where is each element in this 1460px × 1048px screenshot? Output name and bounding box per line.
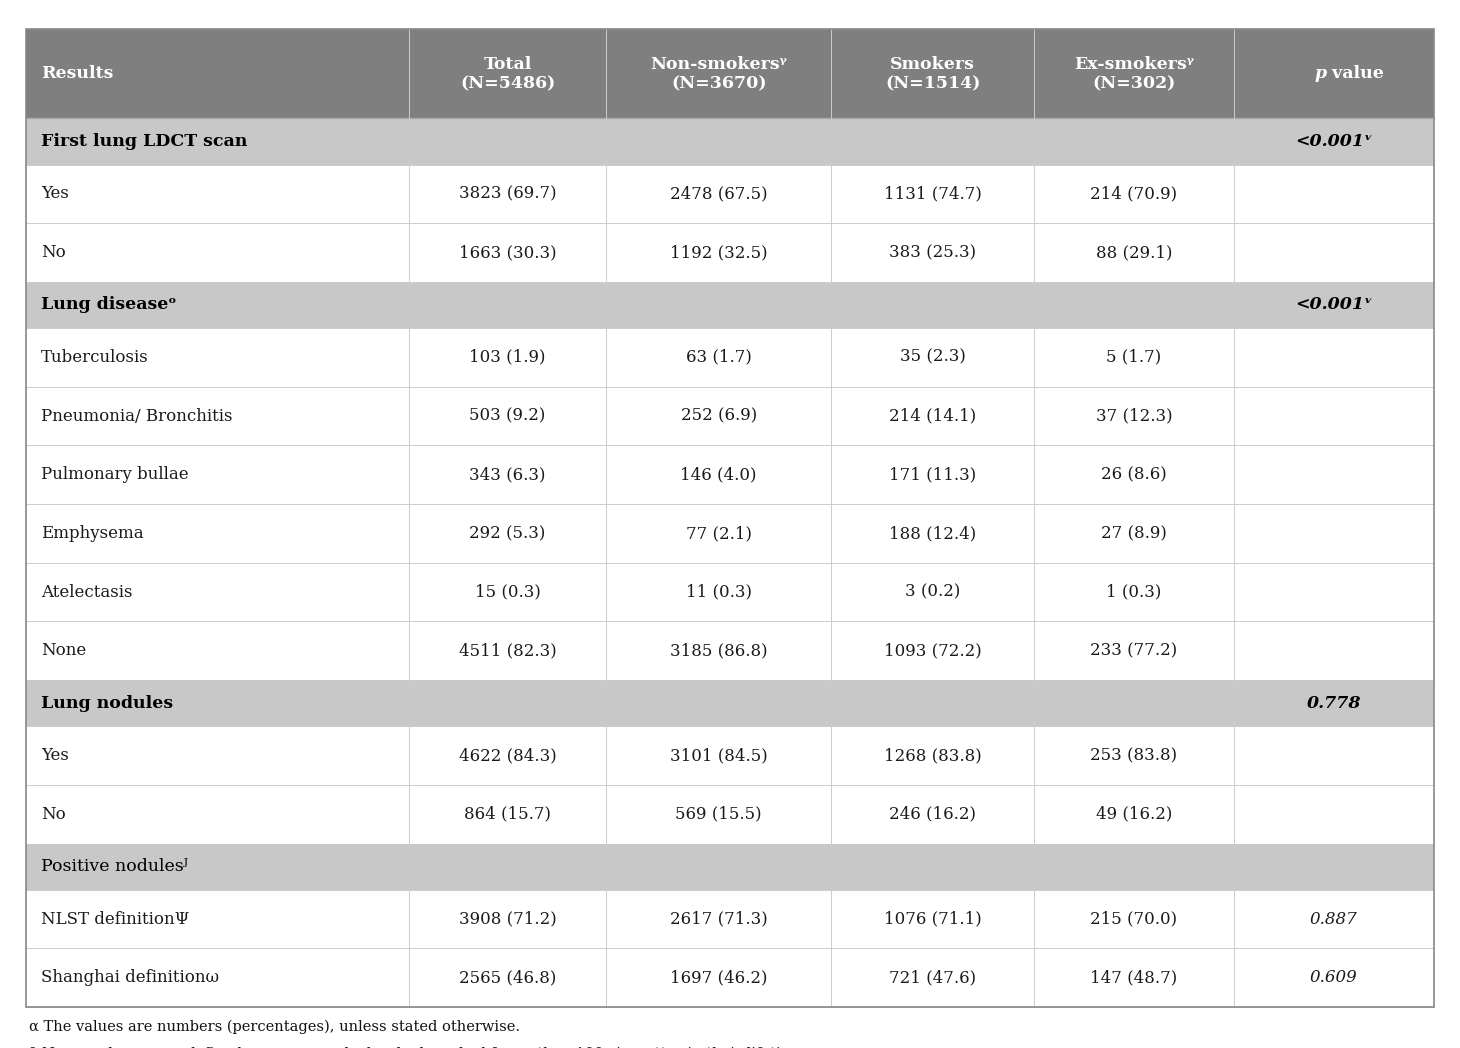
- Text: Yes: Yes: [41, 747, 69, 764]
- Text: 246 (16.2): 246 (16.2): [889, 806, 977, 823]
- Text: 1192 (32.5): 1192 (32.5): [670, 244, 768, 261]
- Text: 1 (0.3): 1 (0.3): [1107, 584, 1162, 601]
- Text: 77 (2.1): 77 (2.1): [686, 525, 752, 542]
- Text: Ex-smokersᵞ
(N=302): Ex-smokersᵞ (N=302): [1075, 56, 1194, 92]
- Text: 292 (5.3): 292 (5.3): [470, 525, 546, 542]
- Text: 35 (2.3): 35 (2.3): [899, 349, 965, 366]
- Text: Pulmonary bullae: Pulmonary bullae: [41, 466, 188, 483]
- Text: 0.609: 0.609: [1310, 969, 1358, 986]
- Bar: [26, 223, 1434, 282]
- Bar: [26, 563, 1434, 621]
- Text: 2478 (67.5): 2478 (67.5): [670, 185, 768, 202]
- Bar: [26, 680, 1434, 726]
- Text: 214 (14.1): 214 (14.1): [889, 408, 977, 424]
- Bar: [26, 387, 1434, 445]
- Text: 383 (25.3): 383 (25.3): [889, 244, 977, 261]
- Text: 3101 (84.5): 3101 (84.5): [670, 747, 768, 764]
- Text: 721 (47.6): 721 (47.6): [889, 969, 977, 986]
- Bar: [26, 445, 1434, 504]
- Text: 253 (83.8): 253 (83.8): [1091, 747, 1178, 764]
- Text: 2565 (46.8): 2565 (46.8): [458, 969, 556, 986]
- Text: Lung nodules: Lung nodules: [41, 695, 172, 712]
- Text: 27 (8.9): 27 (8.9): [1101, 525, 1167, 542]
- Text: 864 (15.7): 864 (15.7): [464, 806, 550, 823]
- Text: Shanghai definitionω: Shanghai definitionω: [41, 969, 219, 986]
- Text: Emphysema: Emphysema: [41, 525, 143, 542]
- Text: 26 (8.6): 26 (8.6): [1101, 466, 1167, 483]
- Text: 3 (0.2): 3 (0.2): [905, 584, 961, 601]
- Text: 3908 (71.2): 3908 (71.2): [458, 911, 556, 927]
- Text: 147 (48.7): 147 (48.7): [1091, 969, 1178, 986]
- Bar: [26, 504, 1434, 563]
- Text: 3823 (69.7): 3823 (69.7): [458, 185, 556, 202]
- Text: 88 (29.1): 88 (29.1): [1095, 244, 1172, 261]
- Text: <0.001ᵛ: <0.001ᵛ: [1295, 133, 1372, 150]
- Text: Smokers
(N=1514): Smokers (N=1514): [885, 56, 980, 92]
- Text: 503 (9.2): 503 (9.2): [470, 408, 546, 424]
- Bar: [26, 118, 1434, 165]
- Text: 15 (0.3): 15 (0.3): [474, 584, 540, 601]
- Text: 146 (4.0): 146 (4.0): [680, 466, 756, 483]
- Text: Lung diseaseᵒ: Lung diseaseᵒ: [41, 297, 177, 313]
- Text: Results: Results: [41, 65, 114, 83]
- Text: value: value: [1327, 65, 1384, 83]
- Text: Yes: Yes: [41, 185, 69, 202]
- Text: 233 (77.2): 233 (77.2): [1091, 642, 1178, 659]
- Text: Atelectasis: Atelectasis: [41, 584, 133, 601]
- Text: Pneumonia/ Bronchitis: Pneumonia/ Bronchitis: [41, 408, 232, 424]
- Text: 0.887: 0.887: [1310, 911, 1358, 927]
- Text: Positive nodulesᴶ: Positive nodulesᴶ: [41, 858, 188, 875]
- Bar: [26, 948, 1434, 1007]
- Bar: [26, 844, 1434, 890]
- Text: 4511 (82.3): 4511 (82.3): [458, 642, 556, 659]
- Text: p: p: [1314, 65, 1327, 83]
- Text: 1076 (71.1): 1076 (71.1): [883, 911, 981, 927]
- Text: 1268 (83.8): 1268 (83.8): [883, 747, 981, 764]
- Text: 214 (70.9): 214 (70.9): [1091, 185, 1178, 202]
- Text: First lung LDCT scan: First lung LDCT scan: [41, 133, 247, 150]
- Text: No: No: [41, 806, 66, 823]
- Bar: [26, 726, 1434, 785]
- Text: None: None: [41, 642, 86, 659]
- Text: α The values are numbers (percentages), unless stated otherwise.: α The values are numbers (percentages), …: [29, 1020, 520, 1034]
- Text: Non-smokersᵞ
(N=3670): Non-smokersᵞ (N=3670): [650, 56, 787, 92]
- Text: 0.778: 0.778: [1307, 695, 1361, 712]
- Text: 171 (11.3): 171 (11.3): [889, 466, 977, 483]
- Text: 37 (12.3): 37 (12.3): [1095, 408, 1172, 424]
- Text: <0.001ᵛ: <0.001ᵛ: [1295, 297, 1372, 313]
- Bar: [26, 29, 1434, 118]
- Text: 3185 (86.8): 3185 (86.8): [670, 642, 768, 659]
- Text: 1093 (72.2): 1093 (72.2): [883, 642, 981, 659]
- Text: 1131 (74.7): 1131 (74.7): [883, 185, 981, 202]
- Bar: [26, 621, 1434, 680]
- Text: 5 (1.7): 5 (1.7): [1107, 349, 1162, 366]
- Text: Tuberculosis: Tuberculosis: [41, 349, 149, 366]
- Text: 49 (16.2): 49 (16.2): [1096, 806, 1172, 823]
- Bar: [26, 165, 1434, 223]
- Bar: [26, 890, 1434, 948]
- Text: No: No: [41, 244, 66, 261]
- Bar: [26, 328, 1434, 387]
- Text: 1697 (46.2): 1697 (46.2): [670, 969, 768, 986]
- Text: 343 (6.3): 343 (6.3): [469, 466, 546, 483]
- Text: 215 (70.0): 215 (70.0): [1091, 911, 1178, 927]
- Text: Total
(N=5486): Total (N=5486): [460, 56, 555, 92]
- Text: 63 (1.7): 63 (1.7): [686, 349, 752, 366]
- Bar: [26, 282, 1434, 328]
- Text: 1663 (30.3): 1663 (30.3): [458, 244, 556, 261]
- Text: 252 (6.9): 252 (6.9): [680, 408, 756, 424]
- Text: 569 (15.5): 569 (15.5): [676, 806, 762, 823]
- Text: 4622 (84.3): 4622 (84.3): [458, 747, 556, 764]
- Bar: [26, 785, 1434, 844]
- Text: NLST definitionΨ: NLST definitionΨ: [41, 911, 190, 927]
- Text: 103 (1.9): 103 (1.9): [469, 349, 546, 366]
- Text: 11 (0.3): 11 (0.3): [686, 584, 752, 601]
- Text: 2617 (71.3): 2617 (71.3): [670, 911, 768, 927]
- Text: 188 (12.4): 188 (12.4): [889, 525, 977, 542]
